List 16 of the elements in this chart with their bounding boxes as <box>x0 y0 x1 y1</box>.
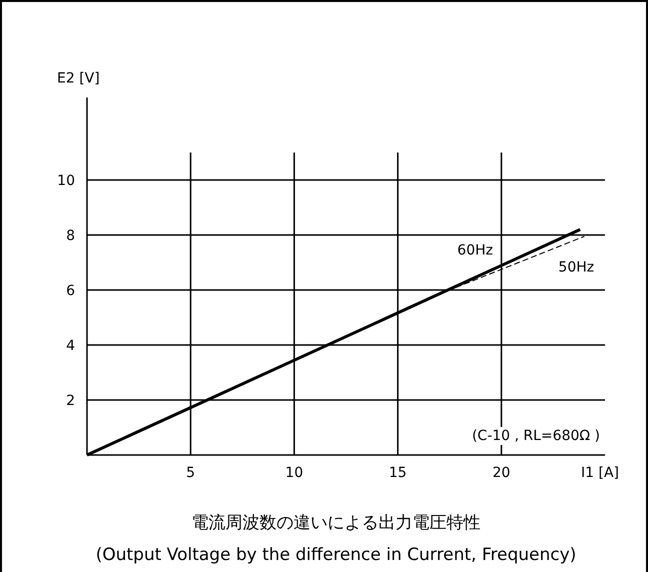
y-tick-label: 8 <box>66 228 75 244</box>
series-label: 50Hz <box>558 259 594 276</box>
x-axis-title: I1 [A] <box>581 465 619 481</box>
y-tick-label: 4 <box>66 338 76 354</box>
x-tick-label: 20 <box>492 465 510 481</box>
y-tick-label: 2 <box>66 393 75 409</box>
x-tick-label: 10 <box>285 465 304 481</box>
x-tick-label: 5 <box>186 465 196 481</box>
x-tick-label: 15 <box>388 465 407 481</box>
y-axis-title: E2 [V] <box>57 70 100 86</box>
series-label: 60Hz <box>457 242 493 258</box>
text: (Output Voltage by the difference in Current, Frequency) <box>96 545 576 565</box>
annotation: (C-10 , RL=680Ω ) <box>472 428 600 444</box>
y-tick-label: 6 <box>66 283 76 299</box>
y-tick-label: 10 <box>57 173 75 189</box>
text: 電流周波数の違いによる出力電圧特性 <box>192 513 480 533</box>
